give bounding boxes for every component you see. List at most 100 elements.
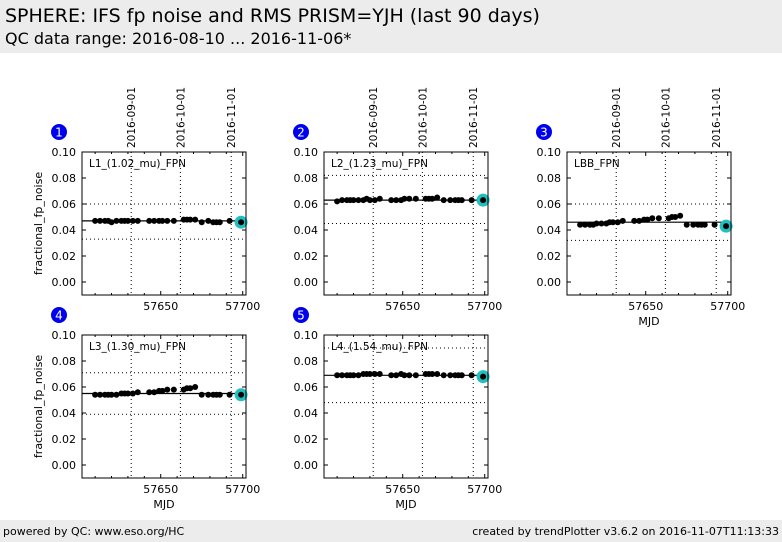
data-point [334, 372, 341, 379]
data-point [355, 197, 362, 204]
panel-badge [536, 124, 552, 140]
y-tick-label: 0.08 [52, 172, 77, 185]
data-point [701, 221, 708, 228]
date-tick-label: 2016-09-01 [126, 87, 138, 148]
data-point [366, 371, 373, 377]
data-point [198, 391, 205, 398]
chart-panel-4: 0.10 0.08 0.06 0.04 0.02 0.00 57650 57700 L3_(1.… [32, 307, 260, 511]
data-point [593, 220, 600, 227]
data-point [216, 391, 223, 398]
data-point [480, 373, 487, 380]
y-tick-label: 0.02 [537, 250, 562, 263]
data-point [723, 223, 730, 230]
y-tick-label: 0.10 [294, 329, 319, 342]
data-point [440, 372, 447, 379]
chart-panel-5: 0.10 0.08 0.06 0.04 0.02 0.00 57650 57700 L4_(1.… [293, 307, 502, 511]
data-point [134, 389, 141, 396]
panel-label: LBB_FPN [574, 158, 620, 170]
panel-badge [51, 124, 67, 140]
data-point [690, 221, 697, 228]
data-point [447, 197, 454, 204]
data-point [468, 197, 475, 204]
data-point [371, 371, 378, 377]
y-tick-label: 0.02 [294, 433, 319, 446]
panel-label: L2_(1.23_mu)_FPN [331, 158, 428, 170]
data-point [644, 216, 651, 223]
data-point [582, 221, 589, 228]
page-title: SPHERE: IFS fp noise and RMS PRISM=YJH (… [5, 5, 540, 27]
date-tick-label: 2016-10-01 [660, 87, 672, 148]
data-point [631, 217, 638, 224]
x-axis-label: MJD [395, 498, 416, 511]
data-point [711, 221, 718, 228]
panel-label: L4_(1.54_mu)_FPN [331, 341, 428, 353]
page-subtitle: QC data range: 2016-08-10 ... 2016-11-06… [5, 29, 352, 48]
data-point [376, 371, 383, 377]
data-point [393, 372, 400, 379]
plot-area [82, 335, 246, 478]
y-axis-label: fractional_fp_noise [32, 355, 45, 458]
data-point [226, 391, 233, 398]
data-point [108, 391, 115, 398]
panel-label: L3_(1.30_mu)_FPN [89, 341, 186, 353]
panel-number: 2 [297, 126, 305, 140]
date-tick-label: 2016-09-01 [611, 87, 623, 148]
y-tick-label: 0.08 [294, 355, 319, 368]
y-tick-label: 0.06 [294, 381, 319, 394]
y-tick-label: 0.04 [52, 224, 77, 237]
data-point [334, 198, 341, 205]
panel-badge [293, 307, 309, 323]
data-point [447, 372, 454, 379]
footer: powered by QC: www.eso.org/HC created by… [0, 520, 782, 542]
data-point [376, 195, 383, 202]
y-tick-label: 0.06 [52, 198, 77, 211]
data-point [238, 391, 245, 398]
data-point [371, 197, 378, 204]
y-tick-label: 0.04 [294, 224, 319, 237]
y-tick-label: 0.00 [294, 276, 319, 289]
data-point [636, 217, 643, 224]
y-tick-label: 0.02 [52, 433, 77, 446]
header: SPHERE: IFS fp noise and RMS PRISM=YJH (… [0, 0, 782, 53]
data-point [440, 197, 447, 204]
data-point [458, 372, 465, 379]
date-tick-label: 2016-09-01 [368, 87, 380, 148]
data-point [205, 217, 212, 224]
data-point [159, 387, 166, 394]
chart-panel-1: 0.10 0.08 0.06 0.04 0.02 0.00 57650 57700 L1_(1.… [32, 87, 260, 313]
data-point [429, 371, 436, 377]
data-point [134, 217, 141, 224]
data-point [238, 219, 245, 226]
y-tick-label: 0.06 [52, 381, 77, 394]
data-point [108, 219, 115, 226]
plot-area [324, 335, 488, 478]
y-tick-label: 0.00 [294, 459, 319, 472]
y-tick-label: 0.04 [537, 224, 562, 237]
data-point [429, 195, 436, 202]
data-point [113, 217, 120, 224]
data-point [192, 216, 199, 223]
y-tick-label: 0.08 [294, 172, 319, 185]
plot-frame [81, 151, 247, 296]
chart-panel-2: 0.10 0.08 0.06 0.04 0.02 0.00 57650 57700 L2_(1.… [293, 87, 502, 313]
y-tick-label: 0.00 [52, 459, 77, 472]
data-point [609, 219, 616, 226]
data-point [164, 217, 171, 224]
data-point [350, 197, 357, 204]
data-point [480, 197, 487, 204]
data-point [655, 215, 662, 222]
data-point [458, 197, 465, 204]
panel-number: 4 [55, 309, 63, 323]
x-tick-label: 57700 [467, 300, 502, 313]
data-point [355, 372, 362, 379]
panel-badge [51, 307, 67, 323]
x-tick-label: 57650 [385, 300, 420, 313]
data-point [146, 389, 153, 396]
data-point [350, 372, 357, 379]
plot-frame [566, 151, 732, 296]
data-point [216, 219, 223, 226]
data-point [683, 221, 690, 228]
panel-number: 3 [540, 126, 548, 140]
data-point [113, 391, 120, 398]
data-point [434, 371, 441, 377]
